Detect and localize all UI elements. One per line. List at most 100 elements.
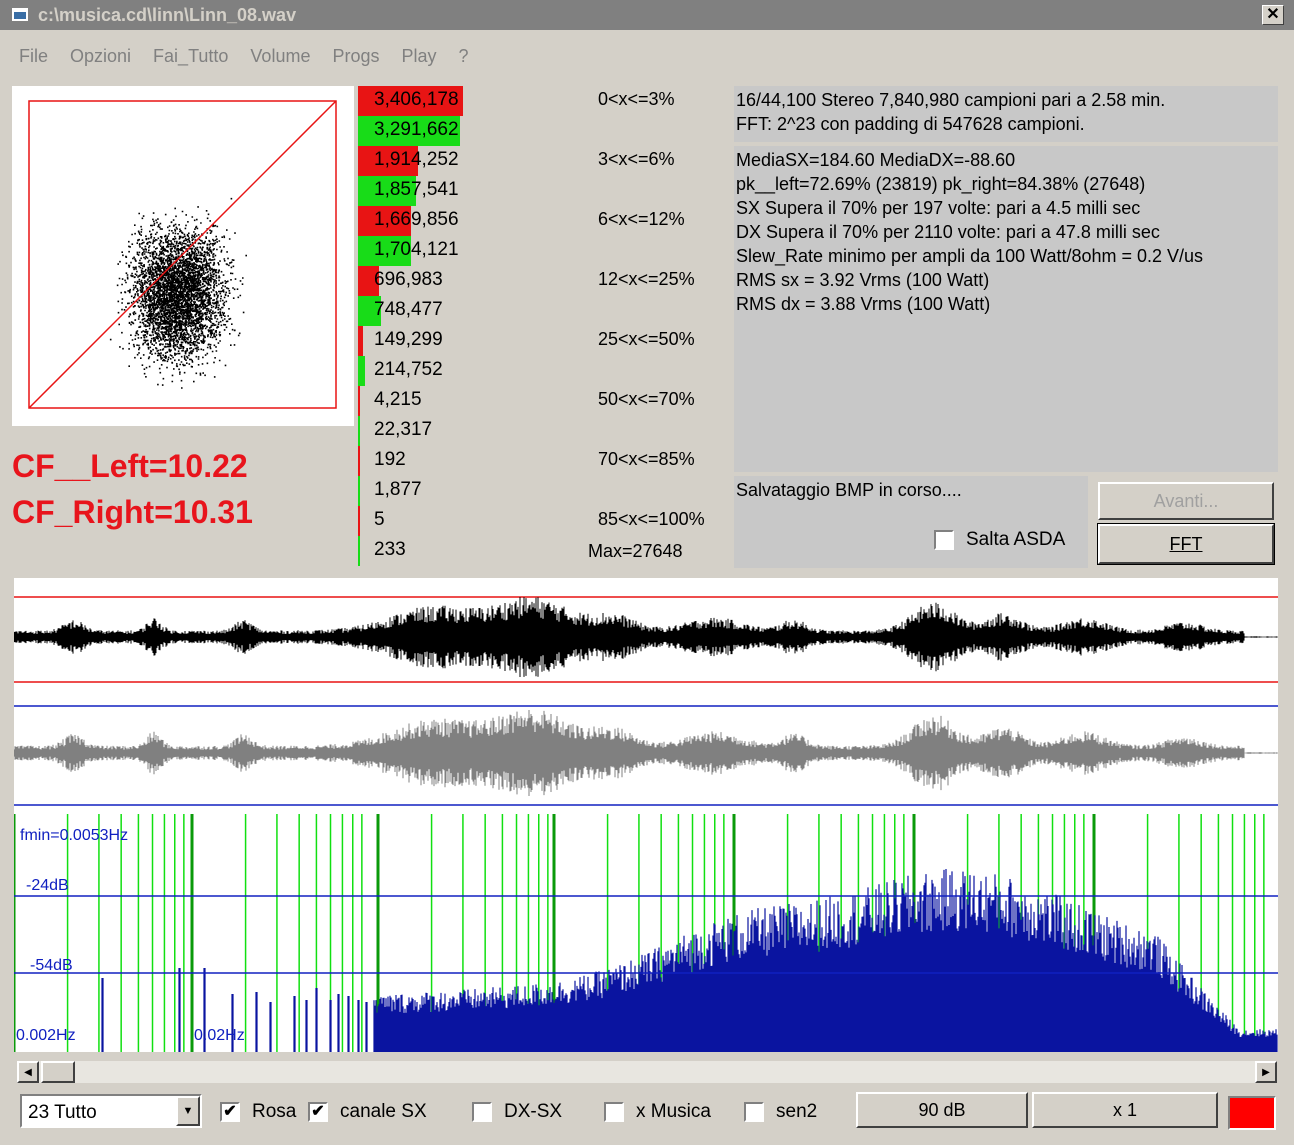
histogram-row: 696,983: [356, 266, 556, 296]
histogram-row: 5: [356, 506, 556, 536]
statistics-panel: MediaSX=184.60 MediaDX=-88.60 pk__left=7…: [734, 146, 1278, 472]
histogram-value: 3,406,178: [374, 89, 459, 110]
stereo-scatter-plot: [12, 86, 354, 426]
stat-line: Slew_Rate minimo per ampli da 100 Watt/8…: [736, 246, 1204, 266]
dx-sx-label: DX-SX: [504, 1101, 563, 1122]
menu-progs[interactable]: Progs: [332, 46, 380, 66]
db-label-54: -54dB: [30, 957, 73, 974]
histogram-bar: [358, 116, 460, 146]
avanti-label: Avanti...: [1153, 490, 1219, 511]
histogram-row: 4,215: [356, 386, 556, 416]
histogram-value: 1,857,541: [374, 179, 459, 200]
file-format-text: 16/44,100 Stereo 7,840,980 campioni pari…: [736, 90, 1166, 110]
histogram-row: 748,477: [356, 296, 556, 326]
sen2-checkbox[interactable]: [744, 1102, 764, 1122]
range-label: 70<x<=85%: [598, 449, 695, 469]
histogram-row: 3,406,178: [356, 86, 556, 116]
range-label: 0<x<=3%: [598, 89, 675, 109]
menu-play[interactable]: Play: [401, 46, 437, 66]
histogram-bar: [358, 296, 381, 326]
stat-line: DX Supera il 70% per 2110 volte: pari a …: [736, 222, 1160, 242]
arrow-right-icon: ▶: [1262, 1066, 1270, 1078]
histogram-value: 5: [374, 509, 385, 530]
histogram-bar: [358, 416, 360, 446]
histogram-bar: [358, 206, 411, 236]
zoom-label: x 1: [1112, 1099, 1137, 1120]
histogram-row: 233: [356, 536, 556, 566]
range-label: 3<x<=6%: [598, 149, 675, 169]
histogram-value: 214,752: [374, 359, 443, 380]
histogram-row: 1,669,856: [356, 206, 556, 236]
x-musica-label: x Musica: [636, 1101, 711, 1122]
menu-volume[interactable]: Volume: [250, 46, 311, 66]
histogram-value: 1,914,252: [374, 149, 459, 170]
histogram-value: 192: [374, 449, 406, 470]
scroll-thumb[interactable]: [41, 1061, 75, 1083]
menu-file[interactable]: File: [19, 46, 49, 66]
fmin-label: fmin=0.0053Hz: [20, 827, 128, 844]
histogram-bar: [358, 266, 379, 296]
title-bar[interactable]: c:\musica.cd\linn\Linn_08.wav ✕: [0, 0, 1294, 30]
horizontal-scrollbar[interactable]: ◀ ▶: [16, 1060, 1278, 1084]
db-label-24: -24dB: [26, 877, 69, 894]
histogram-value: 696,983: [374, 269, 443, 290]
avanti-button[interactable]: Avanti...: [1098, 482, 1274, 520]
histogram-bar: [358, 146, 418, 176]
histogram-value: 1,669,856: [374, 209, 459, 230]
menu-opzioni[interactable]: Opzioni: [70, 46, 132, 66]
histogram-value: 3,291,662: [374, 119, 459, 140]
freq-label-002: 0.02Hz: [194, 1027, 245, 1044]
zoom-button[interactable]: x 1: [1032, 1092, 1218, 1128]
menu-fai-tutto[interactable]: Fai_Tutto: [153, 46, 229, 66]
max-label: Max=27648: [588, 541, 683, 561]
fft-label: FFT: [1169, 533, 1203, 554]
scatter-frame: [28, 100, 337, 409]
color-swatch[interactable]: [1228, 1096, 1276, 1130]
histogram-value: 748,477: [374, 299, 443, 320]
histogram-bar: [358, 386, 360, 416]
histogram-row: 1,877: [356, 476, 556, 506]
histogram-value: 4,215: [374, 389, 422, 410]
crest-factor-left: CF__Left=10.22: [12, 448, 248, 484]
freq-label-0002: 0.002Hz: [16, 1027, 76, 1044]
histogram-bar: [358, 446, 360, 476]
crest-factor-right: CF_Right=10.31: [12, 494, 253, 530]
histogram-value: 233: [374, 539, 406, 560]
histogram-bar: [358, 176, 416, 206]
spectrum-bars: [101, 869, 1278, 1052]
histogram-row: 1,914,252: [356, 146, 556, 176]
close-button[interactable]: ✕: [1262, 5, 1284, 25]
canale-sx-checkbox[interactable]: ✔: [308, 1102, 328, 1122]
fft-button[interactable]: FFT: [1097, 523, 1275, 565]
canale-sx-label: canale SX: [340, 1101, 427, 1122]
spectrum-bar-path: [101, 869, 1278, 1052]
preset-dropdown[interactable]: 23 Tutto ▼: [20, 1094, 202, 1128]
dx-sx-checkbox[interactable]: [472, 1102, 492, 1122]
range-label: 12<x<=25%: [598, 269, 695, 289]
preset-value: 23 Tutto: [28, 1102, 97, 1123]
scroll-left-button[interactable]: ◀: [17, 1061, 39, 1083]
histogram-bar: [358, 506, 360, 536]
db-range-button[interactable]: 90 dB: [856, 1092, 1028, 1128]
status-panel: Salvataggio BMP in corso....: [734, 476, 1088, 568]
right-channel-waveform: [14, 710, 1278, 796]
range-label: 25<x<=50%: [598, 329, 695, 349]
file-info-panel: 16/44,100 Stereo 7,840,980 campioni pari…: [734, 86, 1278, 142]
scatter-cloud: [109, 197, 248, 389]
histogram-row: 3,291,662: [356, 116, 556, 146]
range-label: 85<x<=100%: [598, 509, 705, 529]
histogram-row: 214,752: [356, 356, 556, 386]
salta-asda-checkbox[interactable]: [934, 530, 954, 550]
menu-help[interactable]: ?: [458, 46, 469, 66]
histogram-value: 22,317: [374, 419, 433, 440]
close-icon: ✕: [1266, 6, 1280, 23]
dropdown-button[interactable]: ▼: [176, 1096, 200, 1126]
stat-line: RMS sx = 3.92 Vrms (100 Watt): [736, 270, 990, 290]
x-musica-checkbox[interactable]: [604, 1102, 624, 1122]
rosa-label: Rosa: [252, 1101, 297, 1122]
histogram-bar: [358, 236, 411, 266]
rosa-checkbox[interactable]: ✔: [220, 1102, 240, 1122]
histogram-value: 149,299: [374, 329, 443, 350]
histogram-row: 192: [356, 446, 556, 476]
scroll-right-button[interactable]: ▶: [1255, 1061, 1277, 1083]
